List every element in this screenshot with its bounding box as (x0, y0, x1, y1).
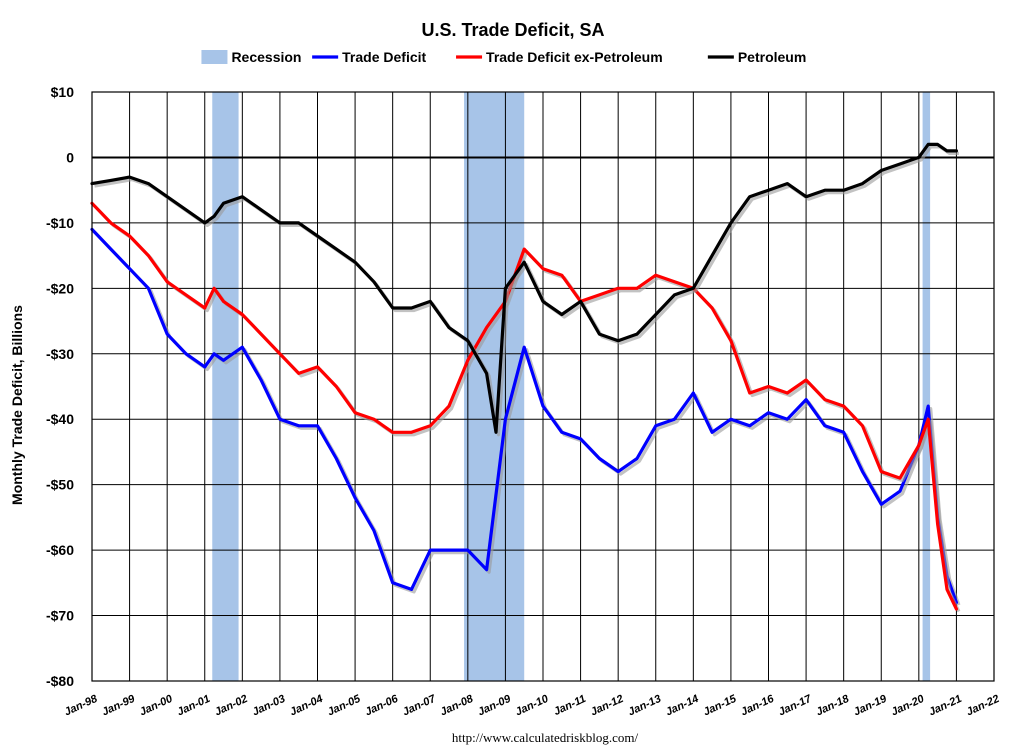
x-tick-label-17: Jan-15 (702, 692, 739, 718)
x-tick-label-21: Jan-19 (852, 692, 889, 718)
legend-label-trade-deficit-ex-petroleum: Trade Deficit ex-Petroleum (486, 49, 663, 65)
x-tick-label-22: Jan-20 (889, 692, 926, 718)
y-tick-label-6: -$50 (46, 477, 74, 493)
series-lines (90, 142, 961, 613)
x-tick-label-16: Jan-14 (664, 693, 701, 719)
petroleum-line (90, 142, 959, 434)
legend-swatch-recession (201, 50, 228, 64)
x-tick-label-9: Jan-07 (401, 692, 438, 718)
x-tick-label-4: Jan-02 (213, 693, 250, 719)
plot-frame (91, 91, 995, 682)
x-tick-label-10: Jan-08 (438, 692, 475, 718)
x-tick-label-2: Jan-00 (138, 692, 175, 718)
x-tick-labels: Jan-98 Jan-99 Jan-00 Jan-01 Jan-02 Jan-03 Jan-… (63, 692, 1002, 718)
x-tick-label-11: Jan-09 (476, 692, 513, 718)
legend-label-recession: Recession (231, 49, 301, 65)
legend-label-petroleum: Petroleum (738, 49, 806, 65)
x-tick-label-5: Jan-03 (251, 693, 288, 719)
recession-band-2 (922, 92, 931, 681)
source-url: http://www.calculatedriskblog.com/ (452, 730, 639, 745)
y-tick-label-8: -$70 (46, 608, 74, 624)
axes (91, 91, 995, 682)
x-tick-label-6: Jan-04 (288, 693, 325, 719)
y-tick-label-5: -$40 (46, 411, 74, 427)
x-tick-label-20: Jan-18 (814, 692, 851, 718)
y-tick-label-1: 0 (66, 149, 74, 165)
x-tick-label-15: Jan-13 (626, 693, 663, 719)
recession-band-0 (212, 92, 239, 681)
x-tick-label-0: Jan-98 (63, 692, 100, 718)
x-tick-label-23: Jan-21 (927, 693, 964, 719)
chart-title: U.S. Trade Deficit, SA (421, 20, 604, 40)
x-tick-label-14: Jan-12 (589, 693, 626, 719)
x-tick-label-19: Jan-17 (777, 692, 814, 718)
x-tick-label-13: Jan-11 (552, 693, 588, 718)
x-tick-label-7: Jan-05 (326, 692, 363, 718)
x-tick-label-24: Jan-22 (965, 693, 1002, 719)
y-tick-label-2: -$10 (46, 215, 74, 231)
y-tick-label-4: -$30 (46, 346, 74, 362)
y-axis-label: Monthly Trade Deficit, Billions (9, 305, 25, 505)
y-tick-label-3: -$20 (46, 280, 74, 296)
y-tick-label-7: -$60 (46, 542, 74, 558)
x-tick-label-18: Jan-16 (739, 692, 776, 718)
x-tick-label-1: Jan-99 (100, 692, 137, 718)
legend: Recession Trade Deficit Trade Deficit ex-P… (201, 49, 806, 65)
y-tick-label-9: -$80 (46, 673, 74, 689)
trade-deficit-ex-petroleum-line (90, 201, 959, 611)
trade-deficit-line (90, 227, 959, 605)
x-tick-label-12: Jan-10 (514, 692, 551, 718)
x-tick-label-3: Jan-01 (175, 693, 212, 719)
y-tick-label-0: $10 (51, 84, 75, 100)
y-tick-labels: $10 0 -$10 -$20 -$30 -$40 -$50 -$60 -$70 -$80 (46, 84, 74, 689)
legend-label-trade-deficit: Trade Deficit (342, 49, 426, 65)
x-tick-label-8: Jan-06 (363, 692, 400, 718)
